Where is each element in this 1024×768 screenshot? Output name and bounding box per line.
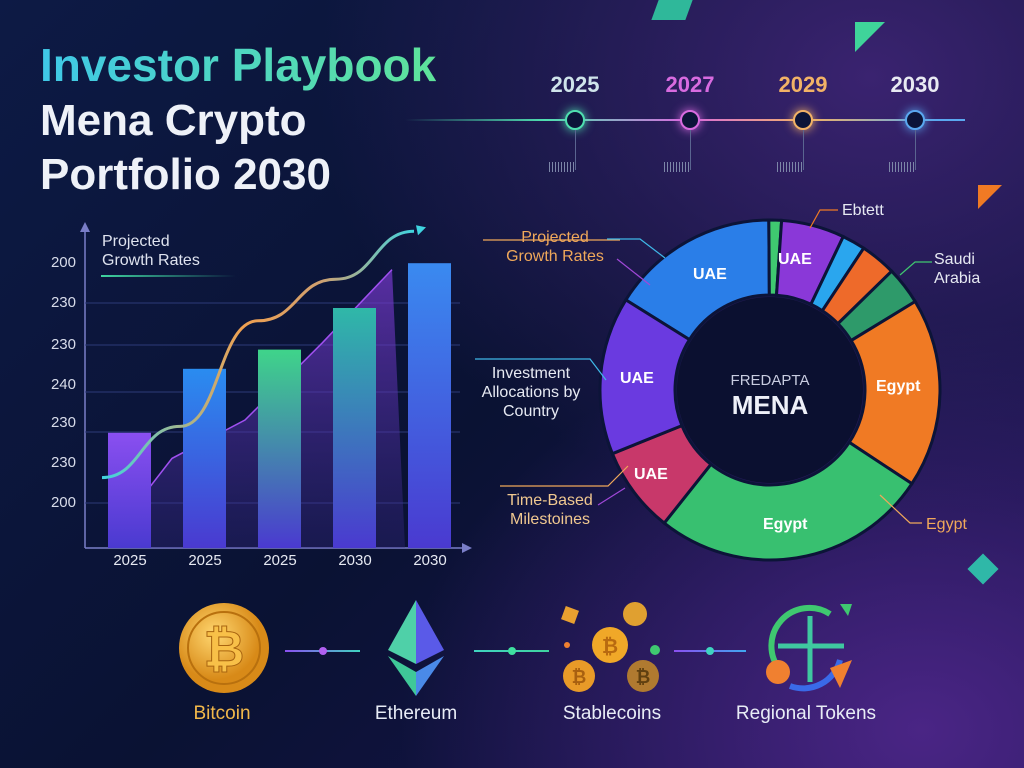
- y-tick-label: 230: [50, 414, 76, 431]
- callout-time-based: Time-Based Milestoines: [507, 492, 593, 528]
- decor-triangle: [855, 22, 885, 52]
- timeline-node-icon[interactable]: [680, 110, 700, 130]
- donut-center-label: MENA: [731, 390, 809, 420]
- bar-chart-title: Projected Growth Rates: [102, 233, 200, 269]
- y-tick-label: 230: [50, 336, 76, 353]
- y-tick-label: 200: [50, 494, 76, 511]
- x-tick-label: 2030: [338, 552, 372, 569]
- asset-label: Stablecoins: [562, 703, 662, 724]
- title-mena: Mena Crypto: [40, 96, 307, 145]
- timeline-year: 2030: [890, 72, 940, 97]
- timeline-year: 2029: [778, 72, 828, 97]
- trend-line: [101, 229, 415, 480]
- x-tick-label: 2025: [263, 552, 297, 569]
- decor-diamond: [651, 0, 693, 20]
- bar: [408, 263, 451, 548]
- y-tick-label: 230: [50, 294, 76, 311]
- svg-text:₿: ₿: [572, 667, 587, 687]
- svg-text:₿: ₿: [602, 636, 618, 658]
- trend-arrowhead: [416, 225, 426, 236]
- slice-label-uae-top: UAE: [693, 266, 727, 283]
- svg-text:₿: ₿: [636, 667, 651, 687]
- donut-slice: [662, 440, 914, 562]
- callout-projected-growth: Projected Growth Rates: [506, 229, 604, 265]
- timeline-tick: [915, 130, 916, 170]
- callout-saudi-arabia: Saudi Arabia: [934, 251, 981, 287]
- connector-3: [674, 647, 746, 655]
- title-line-2: Mena Crypto Portfolio 2030: [40, 94, 331, 202]
- timeline-tick: [803, 130, 804, 170]
- x-tick-label: 2030: [413, 552, 447, 569]
- bar-chart-title-underline: [101, 275, 236, 277]
- connector-1: [285, 647, 360, 655]
- asset-label: Bitcoin: [193, 703, 251, 724]
- bar: [258, 349, 301, 548]
- bar: [183, 368, 226, 548]
- asset-label: Regional Tokens: [735, 703, 877, 724]
- timeline-barcode: [889, 162, 915, 172]
- donut-slice: [598, 297, 692, 456]
- y-tick-label: 200: [50, 254, 76, 271]
- slice-label-uae-purple: UAE: [778, 251, 812, 268]
- y-tick-label: 230: [50, 454, 76, 471]
- x-tick-label: 2025: [113, 552, 147, 569]
- title-line-1: Investor Playbook: [40, 39, 437, 91]
- timeline-node-icon[interactable]: [905, 110, 925, 130]
- connector-2: [474, 647, 549, 655]
- timeline-year: 2027: [665, 72, 715, 97]
- callout-ebtett: Ebtett: [842, 202, 884, 219]
- x-axis-arrow: [462, 543, 472, 553]
- timeline-tick: [690, 130, 691, 170]
- regional-tokens-icon: [766, 604, 852, 692]
- timeline-tick: [575, 130, 576, 170]
- timeline-node-icon[interactable]: [793, 110, 813, 130]
- timeline-year: 2025: [550, 72, 600, 97]
- x-tick-label: 2025: [188, 552, 222, 569]
- callout-egypt: Egypt: [926, 516, 967, 533]
- bar: [333, 308, 376, 548]
- bar: [108, 432, 151, 548]
- ethereum-icon: [388, 600, 444, 696]
- callout-investment-allocations: Investment Allocations by Country: [481, 365, 581, 420]
- timeline-barcode: [549, 162, 575, 172]
- timeline-node-icon[interactable]: [565, 110, 585, 130]
- stablecoins-icon: ₿ ₿ ₿: [561, 602, 660, 692]
- slice-label-egypt-orange: Egypt: [876, 378, 921, 395]
- title-portfolio: Portfolio 2030: [40, 150, 331, 199]
- decor-triangle-orange: [978, 185, 1002, 209]
- slice-label-egypt-green: Egypt: [763, 516, 808, 533]
- slice-label-uae-red: UAE: [634, 466, 668, 483]
- svg-text:₿: ₿: [204, 621, 245, 677]
- donut-hole: [677, 297, 863, 483]
- timeline-barcode: [777, 162, 803, 172]
- timeline-barcode: [664, 162, 690, 172]
- asset-label: Ethereum: [374, 703, 458, 724]
- slice-label-uae-left: UAE: [620, 370, 654, 387]
- donut-center-small: FREDAPTA: [730, 372, 810, 389]
- bitcoin-icon: ₿: [179, 603, 269, 693]
- y-axis-arrow: [80, 222, 90, 232]
- y-tick-label: 240: [50, 376, 76, 393]
